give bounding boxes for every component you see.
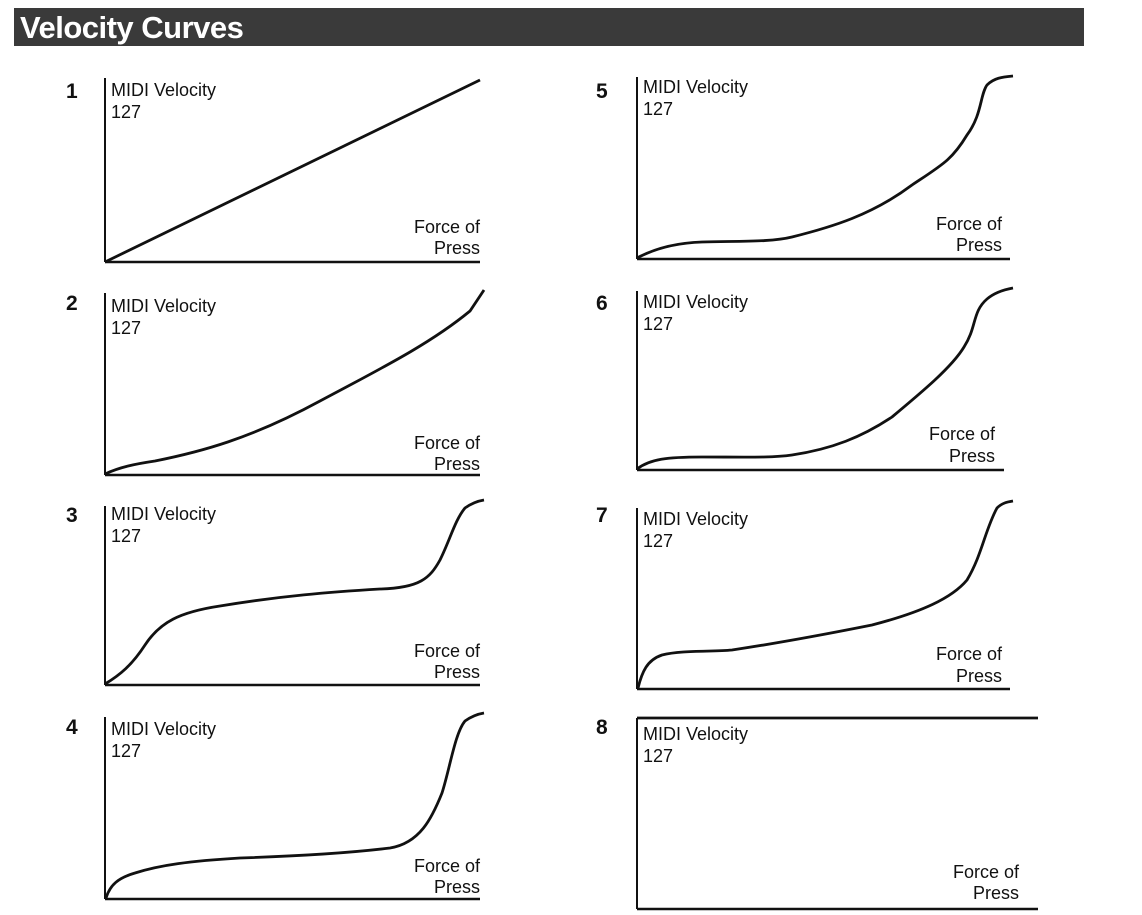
x-axis-label-line2: Press: [972, 883, 1019, 903]
y-axis-label: MIDI Velocity: [643, 292, 749, 312]
curve-plot: [636, 74, 1014, 261]
velocity-curve-7: 7 MIDI Velocity 127 Force of Press: [592, 499, 1014, 700]
y-axis-label: MIDI Velocity: [111, 296, 217, 316]
y-axis-max: 127: [643, 531, 674, 551]
page-title: Velocity Curves: [20, 10, 244, 45]
x-axis-label-line1: Force of: [413, 856, 480, 876]
x-axis-label-line1: Force of: [935, 214, 1002, 234]
curve-number: 5: [596, 80, 608, 103]
curve-plot: [104, 78, 481, 264]
velocity-curve-1: 1 MIDI Velocity 127 Force of Press: [60, 76, 481, 276]
curve-number: 1: [66, 80, 78, 103]
x-axis-label-line1: Force of: [413, 433, 480, 453]
y-axis-label: MIDI Velocity: [111, 80, 217, 100]
title-bar: Velocity Curves: [14, 8, 1084, 46]
x-axis-label-line2: Press: [433, 454, 480, 474]
y-axis-label: MIDI Velocity: [643, 724, 749, 744]
x-axis-label-line1: Force of: [413, 641, 480, 661]
x-axis-label-line1: Force of: [928, 424, 995, 444]
x-axis-label-line1: Force of: [935, 644, 1002, 664]
velocity-curve-line: [636, 286, 1014, 471]
x-axis-label-line2: Press: [433, 238, 480, 258]
y-axis-max: 127: [111, 526, 142, 546]
curve-number: 7: [596, 504, 608, 527]
x-axis-label-line1: Force of: [413, 217, 480, 237]
curve-number: 3: [66, 504, 78, 527]
curve-number: 2: [66, 292, 78, 315]
velocity-curve-6: 6 MIDI Velocity 127 Force of Press: [592, 286, 1014, 487]
curve-plot: [104, 498, 485, 687]
y-axis-max: 127: [643, 746, 674, 766]
y-axis-max: 127: [643, 314, 674, 334]
curve-number: 4: [66, 716, 78, 739]
curve-plot: [636, 499, 1014, 691]
x-axis-label-line2: Press: [955, 666, 1002, 686]
velocity-curve-line: [636, 74, 1014, 260]
velocity-curve-line: [104, 498, 485, 686]
curve-number: 6: [596, 292, 608, 315]
velocity-curve-4: 4 MIDI Velocity 127 Force of Press: [60, 711, 485, 913]
x-axis-label-line2: Press: [948, 446, 995, 466]
y-axis-label: MIDI Velocity: [111, 719, 217, 739]
velocity-curve-2: 2 MIDI Velocity 127 Force of Press: [60, 289, 486, 489]
x-axis-label-line1: Force of: [952, 862, 1019, 882]
curve-plot: [104, 289, 486, 477]
curve-number: 8: [596, 716, 608, 739]
velocity-curve-line: [104, 711, 485, 899]
velocity-curve-5: 5 MIDI Velocity 127 Force of Press: [592, 74, 1014, 275]
y-axis-label: MIDI Velocity: [111, 504, 217, 524]
x-axis-label-line2: Press: [955, 235, 1002, 255]
y-axis-max: 127: [111, 318, 142, 338]
velocity-curve-3: 3 MIDI Velocity 127 Force of Press: [60, 498, 485, 700]
x-axis-label-line2: Press: [433, 662, 480, 682]
velocity-curve-line: [104, 289, 486, 476]
y-axis-max: 127: [111, 102, 142, 122]
velocity-curve-8: 8 MIDI Velocity 127 Force of Press: [592, 713, 1038, 913]
velocity-curve-line: [104, 78, 481, 264]
y-axis-label: MIDI Velocity: [643, 77, 749, 97]
curve-plot: [104, 711, 485, 901]
y-axis-max: 127: [111, 741, 142, 761]
curve-plot: [636, 716, 1038, 911]
y-axis-label: MIDI Velocity: [643, 509, 749, 529]
curve-plot: [636, 286, 1014, 472]
y-axis-max: 127: [643, 99, 674, 119]
velocity-curve-line: [636, 499, 1014, 689]
x-axis-label-line2: Press: [433, 877, 480, 897]
